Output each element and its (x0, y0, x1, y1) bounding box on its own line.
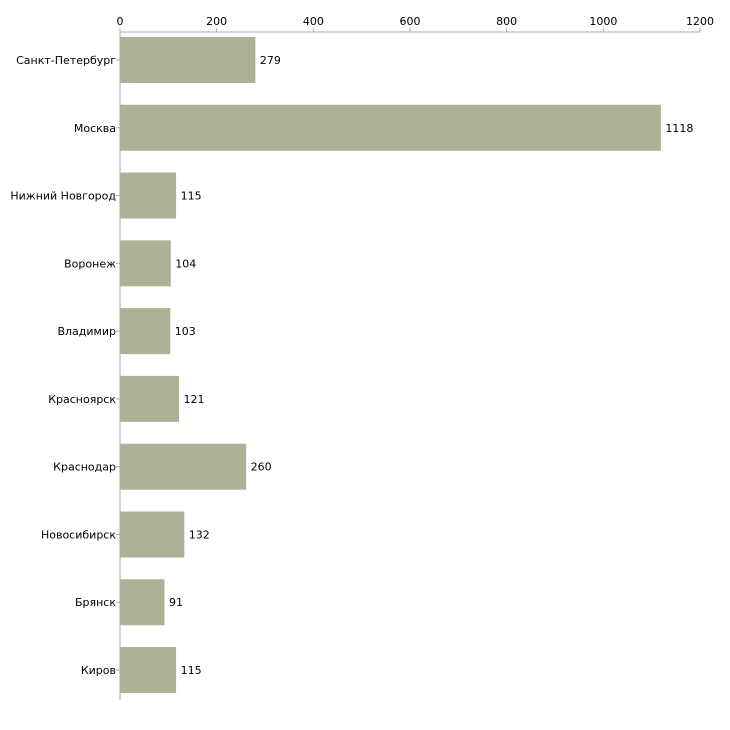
bar (120, 647, 177, 694)
axes (116, 31, 700, 700)
category-label: Нижний Новгород (10, 190, 116, 203)
x-tick-label: 800 (496, 15, 517, 28)
category-label: Новосибирск (41, 528, 116, 541)
x-tick-label: 200 (206, 15, 227, 28)
value-label: 121 (183, 393, 204, 406)
value-label: 91 (169, 596, 183, 609)
x-tick-label: 600 (400, 15, 421, 28)
bar (120, 240, 171, 287)
bar (120, 579, 165, 626)
category-label: Воронеж (64, 257, 116, 270)
bar (120, 37, 256, 83)
category-label: Краснодар (53, 461, 116, 474)
value-label: 1118 (665, 122, 693, 135)
x-tick-label: 400 (303, 15, 324, 28)
category-label: Красноярск (48, 393, 116, 406)
value-label: 104 (175, 257, 196, 270)
value-label: 132 (189, 528, 210, 541)
category-label: Брянск (75, 596, 116, 609)
category-label: Киров (81, 664, 116, 677)
value-label: 115 (181, 664, 202, 677)
x-tick-label: 0 (117, 15, 124, 28)
bar (120, 172, 177, 219)
bar (120, 375, 179, 422)
value-label: 103 (175, 325, 196, 338)
value-label: 279 (260, 54, 281, 67)
value-label: 115 (181, 190, 202, 203)
value-label: 260 (251, 461, 272, 474)
bar (120, 308, 171, 355)
x-tick-label: 1000 (589, 15, 617, 28)
x-axis-ticks: 0 200 400 600 800 1000 1200 (117, 15, 714, 32)
category-label: Москва (74, 122, 116, 135)
bar (120, 104, 661, 151)
bars: Санкт-Петербург 279 Москва 1118 Нижний Новго… (10, 37, 693, 694)
bar (120, 511, 185, 558)
x-tick-label: 1200 (686, 15, 714, 28)
category-label: Владимир (57, 325, 116, 338)
bar (120, 443, 247, 490)
category-label: Санкт-Петербург (16, 54, 116, 67)
